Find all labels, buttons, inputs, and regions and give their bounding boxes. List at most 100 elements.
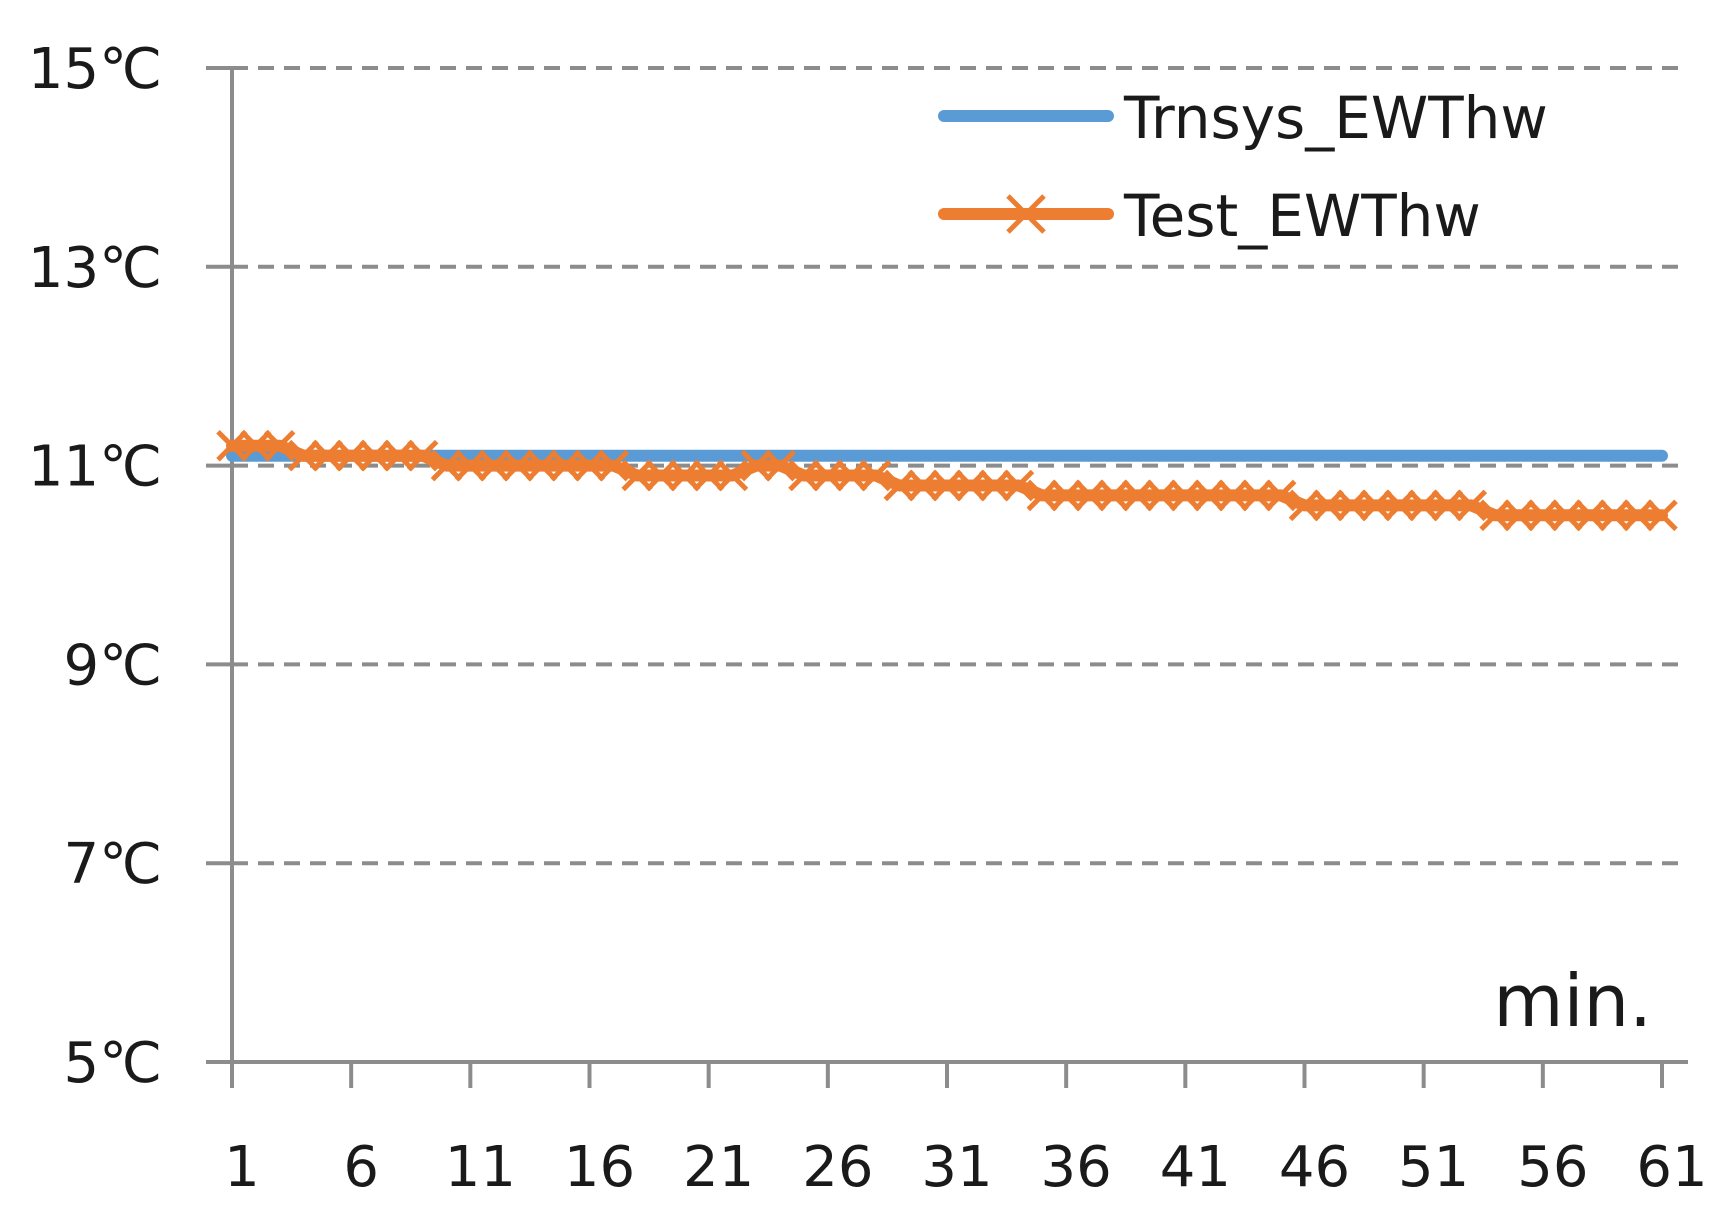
marker-stroke bbox=[764, 449, 796, 482]
data-point bbox=[383, 439, 415, 472]
data-point bbox=[406, 439, 439, 472]
legend: Trnsys_EWThw Test_EWThw bbox=[938, 84, 1548, 250]
marker-stroke bbox=[1288, 489, 1321, 522]
marker-stroke bbox=[287, 439, 320, 472]
marker-stroke bbox=[216, 429, 248, 462]
data-point bbox=[335, 439, 367, 472]
marker-stroke bbox=[263, 429, 296, 462]
data-point bbox=[1598, 499, 1631, 532]
marker-stroke bbox=[359, 439, 391, 472]
data-point bbox=[311, 439, 344, 472]
marker-stroke bbox=[1241, 479, 1273, 512]
marker-stroke bbox=[1646, 499, 1678, 532]
marker-stroke bbox=[335, 439, 367, 472]
marker-stroke bbox=[1336, 489, 1368, 522]
marker-stroke bbox=[1002, 469, 1035, 502]
data-point bbox=[1407, 489, 1440, 522]
data-point bbox=[907, 469, 939, 502]
marker-stroke bbox=[383, 439, 415, 472]
data-point bbox=[1264, 479, 1297, 512]
data-point bbox=[1217, 479, 1249, 512]
marker-stroke bbox=[669, 459, 701, 492]
legend-label: Test_EWThw bbox=[1123, 182, 1481, 250]
data-point bbox=[1026, 479, 1059, 512]
marker-stroke bbox=[1169, 479, 1202, 512]
series-group bbox=[216, 429, 1678, 532]
y-axis-tick-labels: 5℃ 7℃ 9℃ 11℃ 13℃ 15℃ bbox=[28, 37, 162, 1096]
data-point bbox=[1074, 479, 1106, 512]
data-point bbox=[812, 459, 844, 492]
marker-stroke bbox=[812, 459, 844, 492]
x-tick-label: 41 bbox=[1160, 1135, 1231, 1200]
x-axis-tick-labels: 1 6 11 16 21 26 31 36 41 46 51 56 61 bbox=[224, 1135, 1707, 1200]
marker-stroke bbox=[406, 439, 439, 472]
data-point bbox=[1098, 479, 1130, 512]
marker-stroke bbox=[549, 449, 582, 482]
marker-stroke bbox=[240, 429, 272, 462]
marker-stroke bbox=[621, 459, 653, 492]
marker-stroke bbox=[1455, 489, 1488, 522]
data-point bbox=[478, 449, 510, 482]
marker-stroke bbox=[1074, 479, 1106, 512]
y-tick-label: 11℃ bbox=[28, 435, 162, 500]
data-point bbox=[1455, 489, 1488, 522]
data-point bbox=[216, 429, 248, 462]
x-axis-unit-label: min. bbox=[1493, 959, 1652, 1043]
data-point bbox=[526, 449, 558, 482]
x-tick-label: 11 bbox=[445, 1135, 516, 1200]
data-point bbox=[263, 429, 296, 462]
data-point bbox=[645, 459, 677, 492]
marker-stroke bbox=[502, 449, 534, 482]
marker-stroke bbox=[645, 459, 677, 492]
data-point bbox=[287, 439, 320, 472]
y-tick-label: 9℃ bbox=[63, 633, 162, 698]
data-point bbox=[1288, 489, 1321, 522]
data-point bbox=[621, 459, 653, 492]
marker-stroke bbox=[573, 449, 606, 482]
data-point bbox=[1574, 499, 1607, 532]
marker-stroke bbox=[931, 469, 963, 502]
marker-stroke bbox=[478, 449, 510, 482]
marker-stroke bbox=[1121, 479, 1154, 512]
marker-stroke bbox=[1193, 479, 1225, 512]
data-point bbox=[1050, 479, 1082, 512]
data-point bbox=[764, 449, 796, 482]
marker-stroke bbox=[692, 459, 725, 492]
legend-label: Trnsys_EWThw bbox=[1123, 84, 1548, 152]
data-point bbox=[1550, 499, 1583, 532]
data-point bbox=[835, 459, 868, 492]
marker-stroke bbox=[883, 469, 916, 502]
data-point bbox=[573, 449, 606, 482]
marker-stroke bbox=[1026, 479, 1059, 512]
marker-stroke bbox=[454, 449, 487, 482]
x-tick-label: 56 bbox=[1517, 1135, 1588, 1200]
marker-stroke bbox=[955, 469, 987, 502]
marker-stroke bbox=[907, 469, 939, 502]
marker-stroke bbox=[1527, 499, 1559, 532]
data-point bbox=[883, 469, 916, 502]
marker-stroke bbox=[1550, 499, 1583, 532]
marker-stroke bbox=[1312, 489, 1345, 522]
data-point bbox=[1503, 499, 1535, 532]
marker-stroke bbox=[788, 459, 820, 492]
data-point bbox=[1193, 479, 1225, 512]
marker-stroke bbox=[1360, 489, 1392, 522]
y-tick-label: 15℃ bbox=[28, 37, 162, 102]
marker-stroke bbox=[740, 449, 773, 482]
data-point bbox=[1169, 479, 1202, 512]
data-point bbox=[1622, 499, 1654, 532]
data-point bbox=[1002, 469, 1035, 502]
data-point bbox=[1336, 489, 1368, 522]
data-point bbox=[454, 449, 487, 482]
marker-stroke bbox=[1217, 479, 1249, 512]
data-point bbox=[549, 449, 582, 482]
data-point bbox=[978, 469, 1011, 502]
marker-stroke bbox=[430, 449, 463, 482]
data-point bbox=[1479, 499, 1511, 532]
data-point bbox=[1241, 479, 1273, 512]
marker-stroke bbox=[1479, 499, 1511, 532]
marker-stroke bbox=[597, 449, 630, 482]
marker-stroke bbox=[1503, 499, 1535, 532]
x-tick-label: 21 bbox=[683, 1135, 754, 1200]
